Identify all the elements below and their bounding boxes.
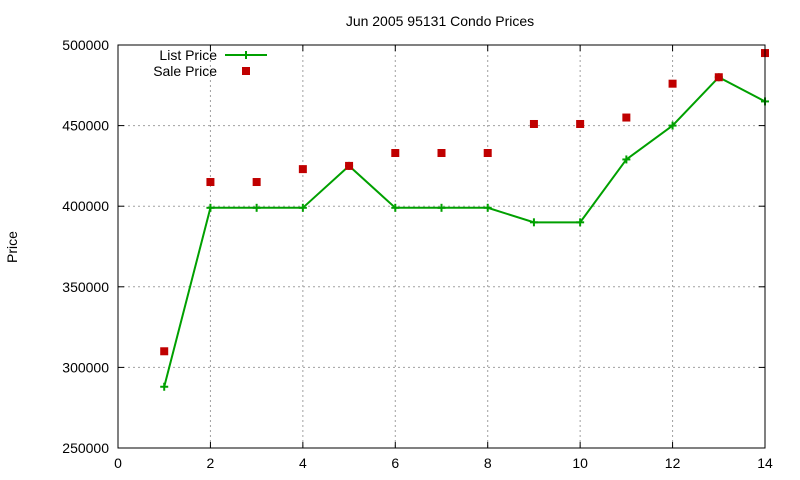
series-layer: [160, 49, 769, 391]
y-tick-label: 300000: [62, 359, 109, 375]
sale-price-point: [160, 347, 169, 356]
sale-price-point: [298, 165, 307, 174]
sale-price-point: [576, 119, 585, 128]
legend-marker-sale-price: [242, 67, 250, 75]
chart-title: Jun 2005 95131 Condo Prices: [346, 13, 534, 29]
list-price-point: [483, 203, 492, 212]
list-price-point: [576, 218, 585, 227]
sale-price-point: [714, 73, 723, 82]
list-price-point: [298, 203, 307, 212]
plot-frame: [117, 44, 766, 449]
sale-price-point: [668, 79, 677, 88]
list-price-point: [622, 155, 631, 164]
sale-price-point: [391, 149, 400, 158]
x-tick-label: 4: [299, 455, 307, 471]
list-price-point: [529, 218, 538, 227]
y-tick-label: 350000: [62, 279, 109, 295]
list-price-point: [160, 382, 169, 391]
x-tick-label: 6: [391, 455, 399, 471]
axis-ticks: 0 2 4 6 8 10 12 14 250000 300000 350000 400000 45000…: [62, 37, 773, 471]
sale-price-point: [252, 178, 261, 187]
sale-price-point: [437, 149, 446, 158]
list-price-point: [437, 203, 446, 212]
x-tick-label: 2: [207, 455, 215, 471]
y-tick-label: 450000: [62, 118, 109, 134]
x-tick-label: 10: [572, 455, 588, 471]
y-tick-label: 250000: [62, 440, 109, 456]
sale-price-point: [206, 178, 215, 187]
list-price-point: [206, 203, 215, 212]
list-price-point: [252, 203, 261, 212]
y-tick-label: 400000: [62, 198, 109, 214]
sale-price-point: [529, 119, 538, 128]
list-price-point: [668, 121, 677, 130]
list-price-point: [391, 203, 400, 212]
x-tick-label: 12: [665, 455, 681, 471]
sale-price-point: [345, 161, 354, 170]
sale-price-point: [622, 113, 631, 122]
y-axis-label: Price: [4, 231, 20, 263]
x-tick-label: 14: [757, 455, 773, 471]
y-tick-label: 500000: [62, 37, 109, 53]
legend-label-list-price: List Price: [159, 47, 217, 63]
legend-marker-list-price: [242, 51, 250, 59]
x-tick-label: 0: [114, 455, 122, 471]
sale-price-point: [483, 149, 492, 158]
x-tick-label: 8: [484, 455, 492, 471]
legend-label-sale-price: Sale Price: [153, 63, 217, 79]
grid: [118, 45, 765, 448]
list-price-line: [163, 76, 766, 387]
